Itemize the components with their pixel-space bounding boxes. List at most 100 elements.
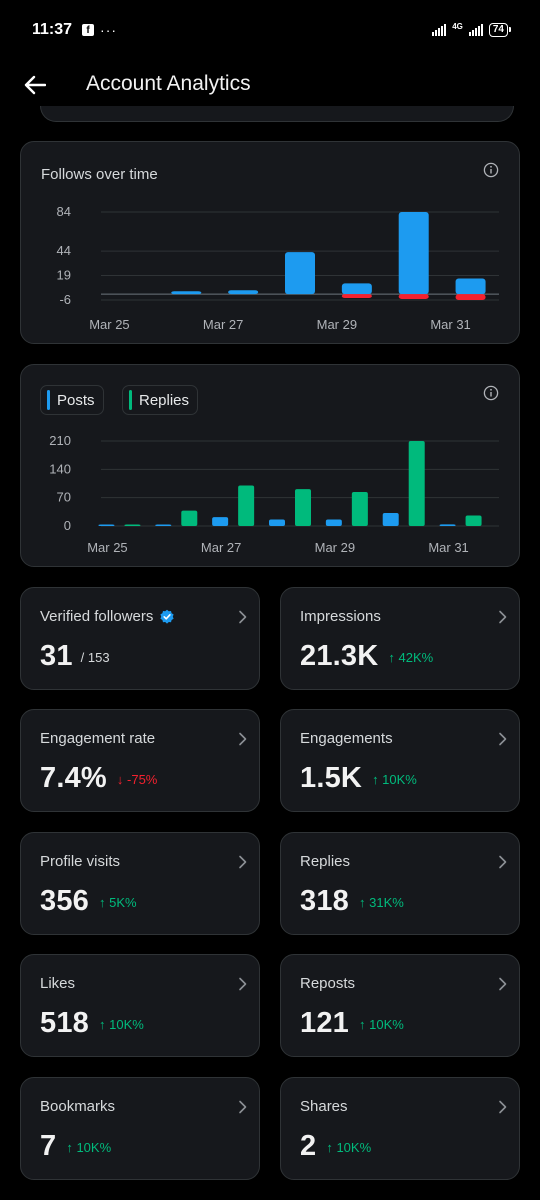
replies-bar bbox=[351, 492, 368, 526]
chevron-right-icon bbox=[239, 855, 247, 869]
posts-bar bbox=[382, 513, 399, 526]
stat-label: Replies bbox=[300, 853, 350, 870]
arrow-left-icon bbox=[24, 75, 46, 95]
posts-replies-chart: 210 140 70 0 Mar 25 Mar 27 Mar 29 Mar 31 bbox=[49, 433, 499, 555]
app-header: Account Analytics bbox=[0, 60, 540, 112]
follows-bar bbox=[285, 252, 315, 295]
legend-replies[interactable]: Replies bbox=[122, 385, 199, 415]
info-icon[interactable] bbox=[483, 385, 499, 401]
stat-label-text: Profile visits bbox=[40, 853, 121, 870]
stat-label: Engagements bbox=[300, 730, 393, 747]
stat-value-number: 318 bbox=[300, 885, 349, 917]
stat-card-profile-visits[interactable]: Profile visits 356 ↑ 5K% bbox=[20, 832, 260, 935]
x-tick-label: Mar 29 bbox=[315, 540, 355, 555]
stat-value: 7.4% ↓ -75% bbox=[40, 762, 157, 795]
back-button[interactable] bbox=[20, 70, 50, 100]
replies-bar bbox=[295, 489, 311, 526]
stat-value: 121 ↑ 10K% bbox=[300, 1007, 404, 1040]
signal-icon-2 bbox=[468, 24, 483, 36]
stat-label-text: Replies bbox=[300, 853, 351, 870]
y-tick-label: 19 bbox=[57, 268, 71, 283]
posts-bar bbox=[325, 519, 342, 526]
stat-card-shares[interactable]: Shares 2 ↑ 10K% bbox=[280, 1077, 520, 1180]
y-tick-label: 0 bbox=[64, 518, 71, 533]
x-tick-label: Mar 27 bbox=[201, 540, 241, 555]
follows-bar bbox=[455, 278, 486, 295]
replies-bar bbox=[465, 515, 482, 526]
x-tick-label: Mar 27 bbox=[203, 317, 243, 332]
stat-label-text: Impressions bbox=[300, 608, 381, 625]
replies-bar bbox=[124, 524, 141, 526]
stat-label: Impressions bbox=[300, 608, 381, 625]
follows-bar bbox=[171, 291, 202, 295]
stat-value: 518 ↑ 10K% bbox=[40, 1007, 144, 1040]
y-tick-label: 84 bbox=[57, 204, 71, 219]
x-tick-label: Mar 25 bbox=[87, 540, 127, 555]
stat-total: / 153 bbox=[80, 650, 110, 665]
legend-replies-swatch bbox=[129, 390, 132, 410]
replies-bar bbox=[238, 485, 255, 526]
stat-change: ↑ 10K% bbox=[66, 1140, 112, 1155]
posts-replies-chart-card: Posts Replies 210 140 70 0 Mar 25 Mar 27 Mar 2… bbox=[20, 364, 520, 567]
stat-label: Shares bbox=[300, 1098, 348, 1115]
stat-value-number: 21.3K bbox=[300, 640, 379, 672]
stat-value-number: 1.5K bbox=[300, 762, 363, 794]
page-title: Account Analytics bbox=[86, 72, 251, 95]
stat-card-bookmarks[interactable]: Bookmarks 7 ↑ 10K% bbox=[20, 1077, 260, 1180]
stat-card-reposts[interactable]: Reposts 121 ↑ 10K% bbox=[280, 954, 520, 1057]
status-bar: 11:37 f ··· 4G 74 bbox=[0, 0, 540, 60]
verified-badge-icon bbox=[160, 609, 174, 624]
stat-value-number: 7 bbox=[40, 1130, 57, 1162]
legend-posts[interactable]: Posts bbox=[40, 385, 104, 415]
replies-bar bbox=[181, 510, 198, 526]
y-tick-label: 70 bbox=[57, 490, 71, 505]
stat-change: ↑ 10K% bbox=[99, 1017, 144, 1032]
stat-label: Verified followers bbox=[40, 608, 175, 625]
stat-label-text: Reposts bbox=[300, 975, 356, 992]
follows-chart-card: Follows over time 84 44 19 -6 Mar 25 Mar 27 Ma… bbox=[20, 141, 520, 344]
stat-card-engagement-rate[interactable]: Engagement rate 7.4% ↓ -75% bbox=[20, 709, 260, 812]
stat-value: 21.3K ↑ 42K% bbox=[300, 640, 433, 673]
posts-bar bbox=[155, 524, 172, 526]
stat-label-text: Engagement rate bbox=[40, 730, 156, 747]
x-tick-label: Mar 25 bbox=[89, 317, 129, 332]
posts-bar bbox=[212, 517, 229, 526]
stat-label: Likes bbox=[40, 975, 75, 992]
stat-label: Profile visits bbox=[40, 853, 120, 870]
stat-change: ↑ 10K% bbox=[326, 1140, 372, 1155]
legend-posts-label: Posts bbox=[57, 391, 95, 409]
chevron-right-icon bbox=[499, 977, 507, 991]
battery-icon: 74 bbox=[488, 23, 512, 37]
x-tick-label: Mar 29 bbox=[317, 317, 357, 332]
stat-label: Reposts bbox=[300, 975, 355, 992]
chevron-right-icon bbox=[499, 732, 507, 746]
more-notifications-icon: ··· bbox=[100, 22, 118, 38]
stat-card-impressions[interactable]: Impressions 21.3K ↑ 42K% bbox=[280, 587, 520, 690]
stat-value: 2 ↑ 10K% bbox=[300, 1130, 371, 1163]
stat-change: ↑ 42K% bbox=[388, 650, 434, 665]
posts-bar bbox=[269, 519, 285, 526]
legend-posts-swatch bbox=[47, 390, 50, 410]
legend-replies-label: Replies bbox=[139, 391, 190, 409]
stat-card-engagements[interactable]: Engagements 1.5K ↑ 10K% bbox=[280, 709, 520, 812]
y-tick-label: -6 bbox=[59, 292, 71, 307]
stat-change: ↑ 5K% bbox=[99, 895, 137, 910]
info-icon[interactable] bbox=[483, 162, 499, 178]
stat-card-verified-followers[interactable]: Verified followers 31 / 153 bbox=[20, 587, 260, 690]
stat-label: Engagement rate bbox=[40, 730, 155, 747]
x-tick-label: Mar 31 bbox=[428, 540, 468, 555]
previous-card-edge bbox=[40, 106, 514, 122]
stat-card-replies[interactable]: Replies 318 ↑ 31K% bbox=[280, 832, 520, 935]
chart-title: Follows over time bbox=[41, 166, 158, 183]
stat-change: ↑ 31K% bbox=[359, 895, 404, 910]
follows-chart: 84 44 19 -6 Mar 25 Mar 27 Mar 29 Mar 31 bbox=[57, 204, 499, 332]
unfollows-bar bbox=[398, 294, 429, 300]
follows-bar bbox=[228, 290, 259, 295]
y-tick-label: 44 bbox=[57, 243, 71, 258]
stat-card-likes[interactable]: Likes 518 ↑ 10K% bbox=[20, 954, 260, 1057]
chevron-right-icon bbox=[499, 610, 507, 624]
stat-value: 31 / 153 bbox=[40, 640, 110, 673]
y-tick-label: 140 bbox=[49, 461, 71, 476]
chevron-right-icon bbox=[239, 732, 247, 746]
stat-label-text: Bookmarks bbox=[40, 1098, 116, 1115]
